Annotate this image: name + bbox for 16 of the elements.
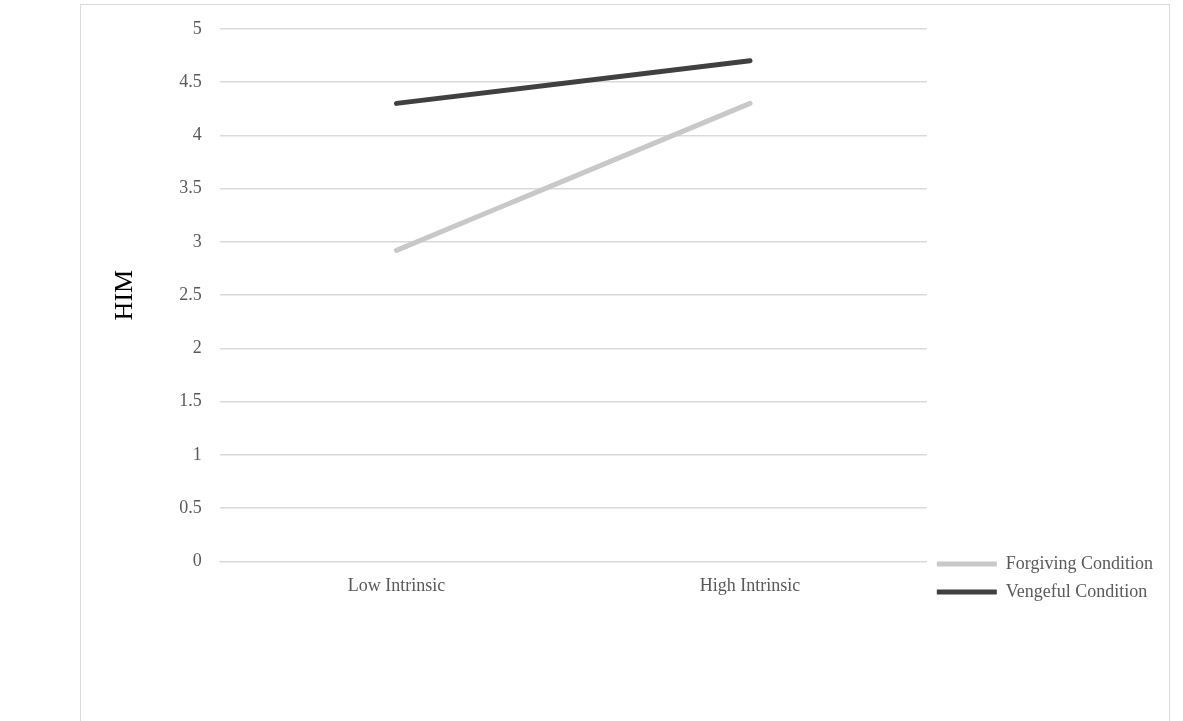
legend-label: Vengeful Condition	[1005, 580, 1148, 601]
y-tick-label: 4.5	[179, 70, 202, 91]
y-axis-title: HIM	[109, 269, 139, 321]
x-tick-label: High Intrinsic	[699, 574, 801, 595]
y-tick-label: 2	[192, 337, 202, 358]
x-tick-label: Low Intrinsic	[347, 574, 446, 595]
y-tick-label: 5	[192, 17, 202, 38]
y-tick-label: 2.5	[179, 283, 202, 304]
y-tick-label: 0	[192, 550, 202, 571]
y-tick-label: 1	[192, 443, 202, 464]
y-tick-label: 4	[192, 124, 202, 145]
legend-label: Forgiving Condition	[1005, 552, 1154, 573]
y-tick-label: 3	[192, 230, 202, 251]
y-tick-label: 3.5	[179, 177, 202, 198]
y-tick-label: 0.5	[179, 496, 202, 517]
y-tick-label: 1.5	[179, 390, 202, 411]
